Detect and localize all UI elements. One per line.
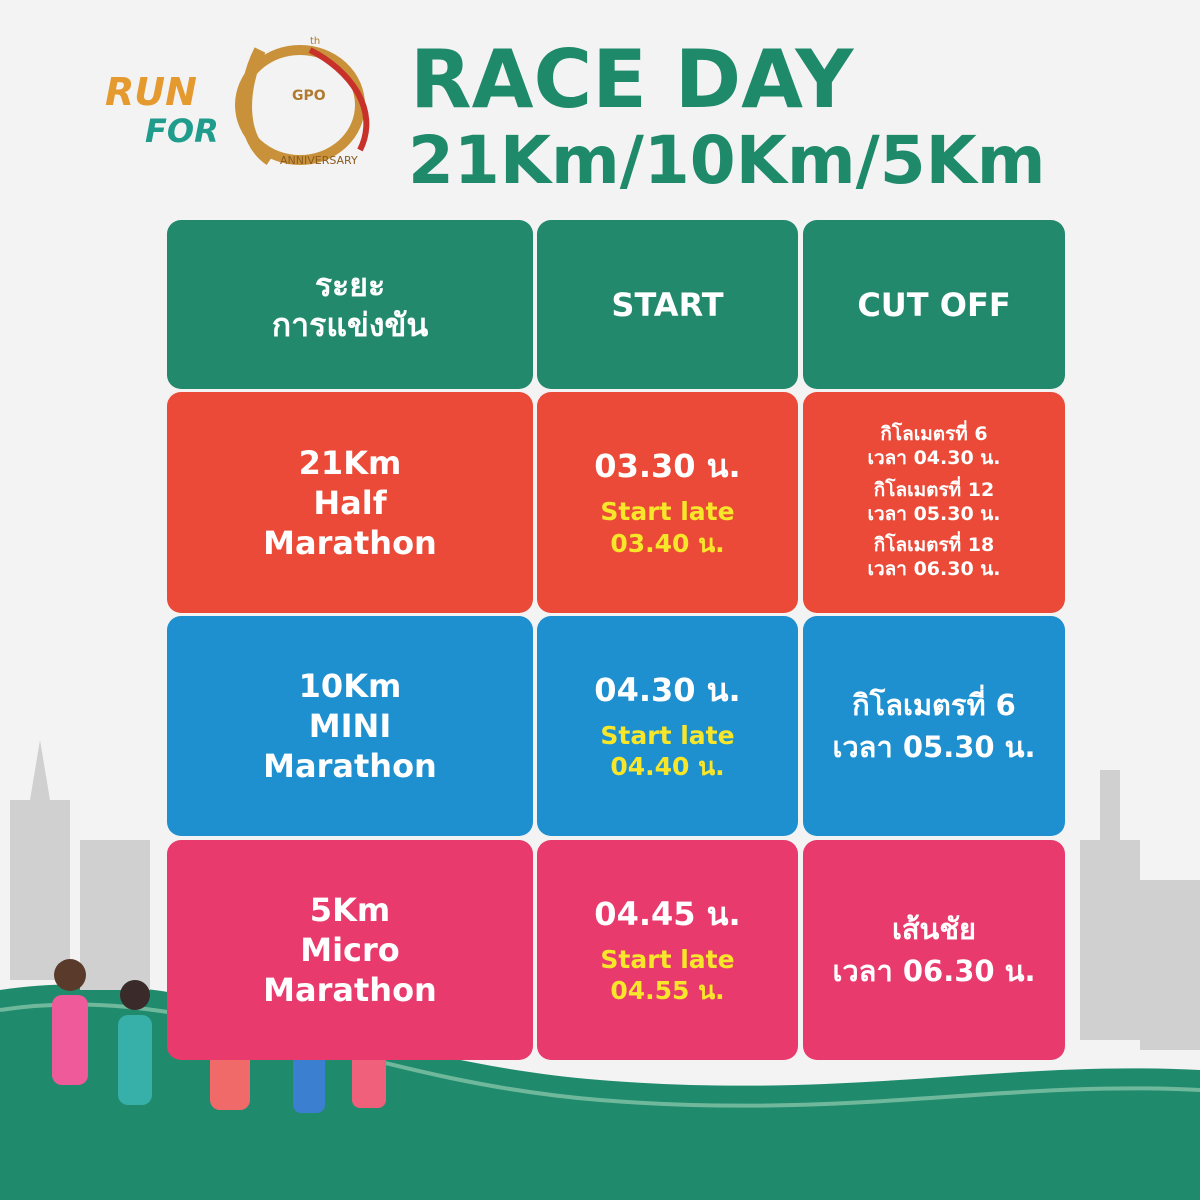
logo-ring — [235, 45, 365, 165]
column-header: START — [611, 285, 724, 324]
logo-run: RUN — [105, 70, 197, 114]
cut-off: กิโลเมตรที่ 6 — [852, 687, 1016, 722]
table-cell: เส้นชัยเวลา 06.30 น. — [803, 840, 1065, 1060]
city-sketch — [10, 740, 1200, 1050]
distance: Marathon — [263, 747, 437, 785]
cut-off: กิโลเมตรที่ 18 — [873, 534, 995, 557]
cut-off: เวลา 05.30 น. — [867, 502, 1001, 525]
distance: MINI — [308, 707, 392, 745]
column-header: CUT OFF — [857, 285, 1011, 324]
start-late: Start late — [600, 720, 735, 750]
title: RACE DAY — [410, 33, 854, 126]
start-time: 04.45 น. — [594, 894, 741, 933]
logo-for: FOR — [145, 112, 219, 150]
table-cell: START — [537, 220, 798, 389]
table-cell: กิโลเมตรที่ 6 เวลา 05.30 น. — [803, 616, 1065, 836]
cut-off: กิโลเมตรที่ 12 — [873, 478, 995, 501]
column-header: ระยะ — [314, 265, 386, 304]
table-cell: CUT OFF — [803, 220, 1065, 389]
table-cell: 04.30 น. Start late 04.40 น. — [537, 616, 798, 836]
logo-badge: GPO — [292, 88, 326, 104]
logo-anniversary: ANNIVERSARY — [280, 154, 358, 167]
table-cell: 21Km Half Marathon — [167, 392, 533, 613]
start-time: 03.30 น. — [594, 447, 741, 486]
start-late: 04.40 น. — [610, 752, 725, 781]
column-header: การแข่งขัน — [271, 305, 429, 344]
table-cell: 5Km Micro Marathon — [167, 840, 533, 1060]
distance: Marathon — [263, 523, 437, 562]
distance: 5Km — [309, 891, 391, 929]
start-late: Start late — [600, 497, 735, 527]
cut-off: เวลา 06.30 น. — [867, 558, 1001, 580]
table-cell: ระยะ การแข่งขัน — [167, 220, 533, 389]
table-cell: กิโลเมตรที่ 6 เวลา 04.30 น. กิโลเมตรที่ 12… — [803, 392, 1065, 613]
cut-off: เวลา 06.30 น. — [832, 954, 1036, 988]
distance: Micro — [300, 931, 400, 969]
cut-off: เวลา 05.30 น. — [832, 730, 1036, 764]
logo: RUN FOR GPO th ANNIVERSARY — [105, 36, 370, 167]
logo-six — [240, 47, 274, 165]
table-cell: 03.30 น. Start late 03.40 น. — [537, 392, 798, 613]
cut-off: เส้นชัย — [891, 911, 977, 946]
table-cell: 10Km MINI Marathon — [167, 616, 533, 836]
cut-off: เวลา 04.30 น. — [867, 447, 1001, 469]
subtitle: 21Km/10Km/5Km — [408, 122, 1046, 199]
logo-ordinal: th — [310, 36, 320, 47]
start-late: 03.40 น. — [610, 528, 725, 558]
logo-ribbon — [308, 47, 370, 152]
distance: Marathon — [263, 971, 437, 1009]
start-late: Start late — [600, 944, 735, 974]
distance: 21Km — [298, 443, 402, 482]
start-late: 04.55 น. — [610, 976, 725, 1005]
start-time: 04.30 น. — [594, 670, 741, 709]
distance: Half — [313, 483, 387, 522]
cut-off: กิโลเมตรที่ 6 — [880, 423, 988, 446]
distance: 10Km — [298, 667, 402, 705]
table-cell: 04.45 น. Start late 04.55 น. — [537, 840, 798, 1060]
